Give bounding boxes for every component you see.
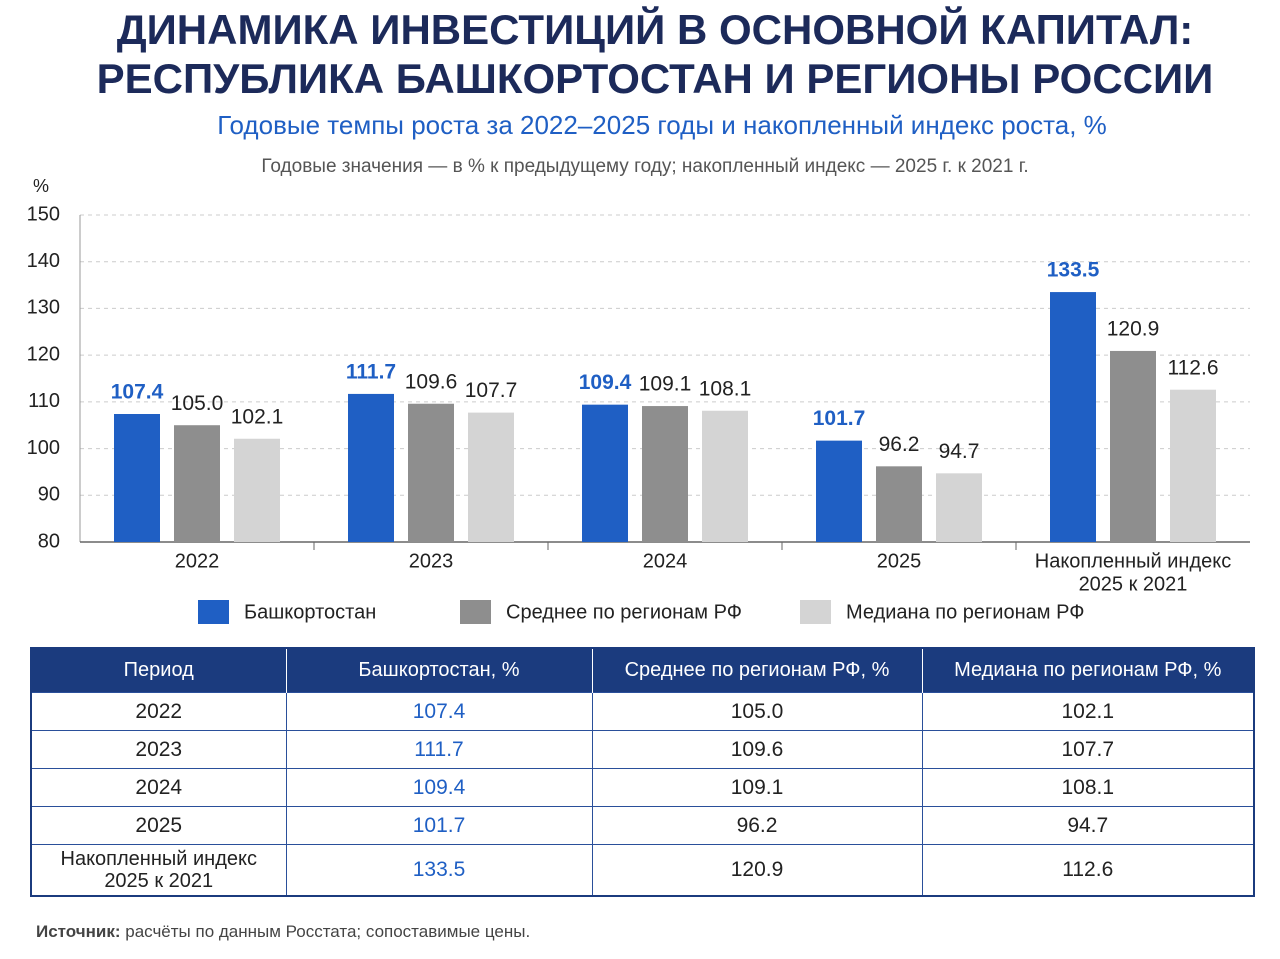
bar xyxy=(174,425,220,542)
table-cell: 2023 xyxy=(30,730,287,769)
table-cell: 101.7 xyxy=(285,806,593,845)
table-cell: Накопленный индекс 2025 к 2021 xyxy=(30,844,287,897)
value-label: 105.0 xyxy=(171,392,224,415)
y-tick-label: 100 xyxy=(27,437,60,459)
bar xyxy=(114,414,160,542)
table-cell: 2024 xyxy=(30,768,287,807)
table-cell-line: Накопленный индекс xyxy=(60,848,257,870)
table-cell: 111.7 xyxy=(285,730,593,769)
x-tick-label: 2022 xyxy=(175,550,220,572)
legend-swatch xyxy=(800,600,831,624)
table-row: 2025 101.7 96.2 94.7 xyxy=(30,806,1255,845)
value-label: 108.1 xyxy=(699,377,752,400)
table-cell: 94.7 xyxy=(921,806,1255,845)
table-row: Накопленный индекс 2025 к 2021 133.5 120.9 1… xyxy=(30,844,1255,897)
value-label: 111.7 xyxy=(346,360,396,383)
bar xyxy=(468,412,514,542)
bar xyxy=(702,410,748,542)
y-axis-label: % xyxy=(33,176,49,196)
value-label: 101.7 xyxy=(813,407,866,430)
y-tick-label: 80 xyxy=(38,530,60,552)
value-label: 109.4 xyxy=(579,371,632,394)
value-label: 109.6 xyxy=(405,370,458,393)
table-header: Период Башкортостан, % Среднее по регионам… xyxy=(31,648,1255,693)
table-cell: 109.4 xyxy=(285,768,593,807)
legend-label: Среднее по регионам РФ xyxy=(506,601,742,623)
table-cell: 120.9 xyxy=(591,844,923,897)
bar xyxy=(582,404,628,542)
value-label: 109.1 xyxy=(639,373,692,396)
table-row: 2023 111.7 109.6 107.7 xyxy=(30,730,1255,769)
chart: ДИНАМИКА ИНВЕСТИЦИЙ В ОСНОВНОЙ КАПИТАЛ: … xyxy=(27,5,1250,624)
table-cell: 107.7 xyxy=(921,730,1255,769)
legend-label: Медиана по регионам РФ xyxy=(846,601,1084,623)
bar xyxy=(234,438,280,542)
x-tick-label: 2023 xyxy=(409,550,454,572)
table-header-cell: Среднее по регионам РФ, % xyxy=(592,648,923,693)
table-cell: 133.5 xyxy=(285,844,593,897)
legend-label: Башкортостан xyxy=(244,601,376,623)
bar xyxy=(348,393,394,542)
table-header-cell: Медиана по регионам РФ, % xyxy=(922,648,1255,693)
table-cell: 105.0 xyxy=(591,692,923,731)
bar xyxy=(936,473,982,542)
value-label: 112.6 xyxy=(1168,356,1219,379)
value-label: 120.9 xyxy=(1107,317,1160,340)
y-tick-label: 120 xyxy=(27,343,60,365)
table-cell: 96.2 xyxy=(591,806,923,845)
source-text: расчёты по данным Росстата; сопоставимые… xyxy=(125,922,531,941)
table-header-cell: Период xyxy=(31,648,287,693)
bar xyxy=(408,403,454,542)
chart-title: ДИНАМИКА ИНВЕСТИЦИЙ В ОСНОВНОЙ КАПИТАЛ: xyxy=(117,5,1194,53)
bar xyxy=(876,466,922,542)
table-cell: 102.1 xyxy=(921,692,1255,731)
chart-note: Годовые значения — в % к предыдущему год… xyxy=(261,156,1028,177)
legend-swatch xyxy=(198,600,229,624)
table-cell: 108.1 xyxy=(921,768,1255,807)
data-table: Период Башкортостан, % Среднее по регионам… xyxy=(30,647,1255,897)
value-label: 133.5 xyxy=(1047,259,1100,282)
table-row: 2024 109.4 109.1 108.1 xyxy=(30,768,1255,807)
value-label: 102.1 xyxy=(231,405,284,428)
bar xyxy=(1170,389,1216,542)
table-cell: 2025 xyxy=(30,806,287,845)
value-label: 107.7 xyxy=(465,379,518,402)
x-tick-label: 2025 к 2021 xyxy=(1079,573,1188,595)
table-cell: 109.1 xyxy=(591,768,923,807)
bar xyxy=(816,440,862,542)
bar xyxy=(1110,350,1156,542)
x-tick-label: 2025 xyxy=(877,550,922,572)
x-tick-label: Накопленный индекс xyxy=(1035,550,1231,572)
y-tick-label: 140 xyxy=(27,250,60,272)
bar xyxy=(642,406,688,542)
y-tick-label: 90 xyxy=(38,484,60,506)
table-cell: 107.4 xyxy=(285,692,593,731)
table-header-cell: Башкортостан, % xyxy=(286,648,593,693)
table-row: 2022 107.4 105.0 102.1 xyxy=(30,692,1255,731)
y-tick-label: 150 xyxy=(27,203,60,225)
chart-subtitle: Годовые темпы роста за 2022–2025 годы и … xyxy=(217,110,1107,140)
table-cell-line: 2025 к 2021 xyxy=(104,870,214,892)
x-tick-label: 2024 xyxy=(643,550,688,572)
y-tick-label: 130 xyxy=(27,297,60,319)
table-cell: 109.6 xyxy=(591,730,923,769)
table-cell: 112.6 xyxy=(921,844,1255,897)
table-cell: 2022 xyxy=(30,692,287,731)
value-label: 107.4 xyxy=(111,381,164,404)
y-tick-label: 110 xyxy=(28,390,60,412)
chart-title: РЕСПУБЛИКА БАШКОРТОСТАН И РЕГИОНЫ РОССИИ xyxy=(97,55,1214,102)
legend-swatch xyxy=(460,600,491,624)
bar xyxy=(1050,292,1096,542)
source: Источник: расчёты по данным Росстата; со… xyxy=(36,922,530,942)
value-label: 94.7 xyxy=(939,440,980,463)
source-label: Источник: xyxy=(36,922,121,941)
value-label: 96.2 xyxy=(879,433,920,456)
table-body: 2022 107.4 105.0 102.1 2023 111.7 109.6 107.7 20… xyxy=(30,692,1255,897)
